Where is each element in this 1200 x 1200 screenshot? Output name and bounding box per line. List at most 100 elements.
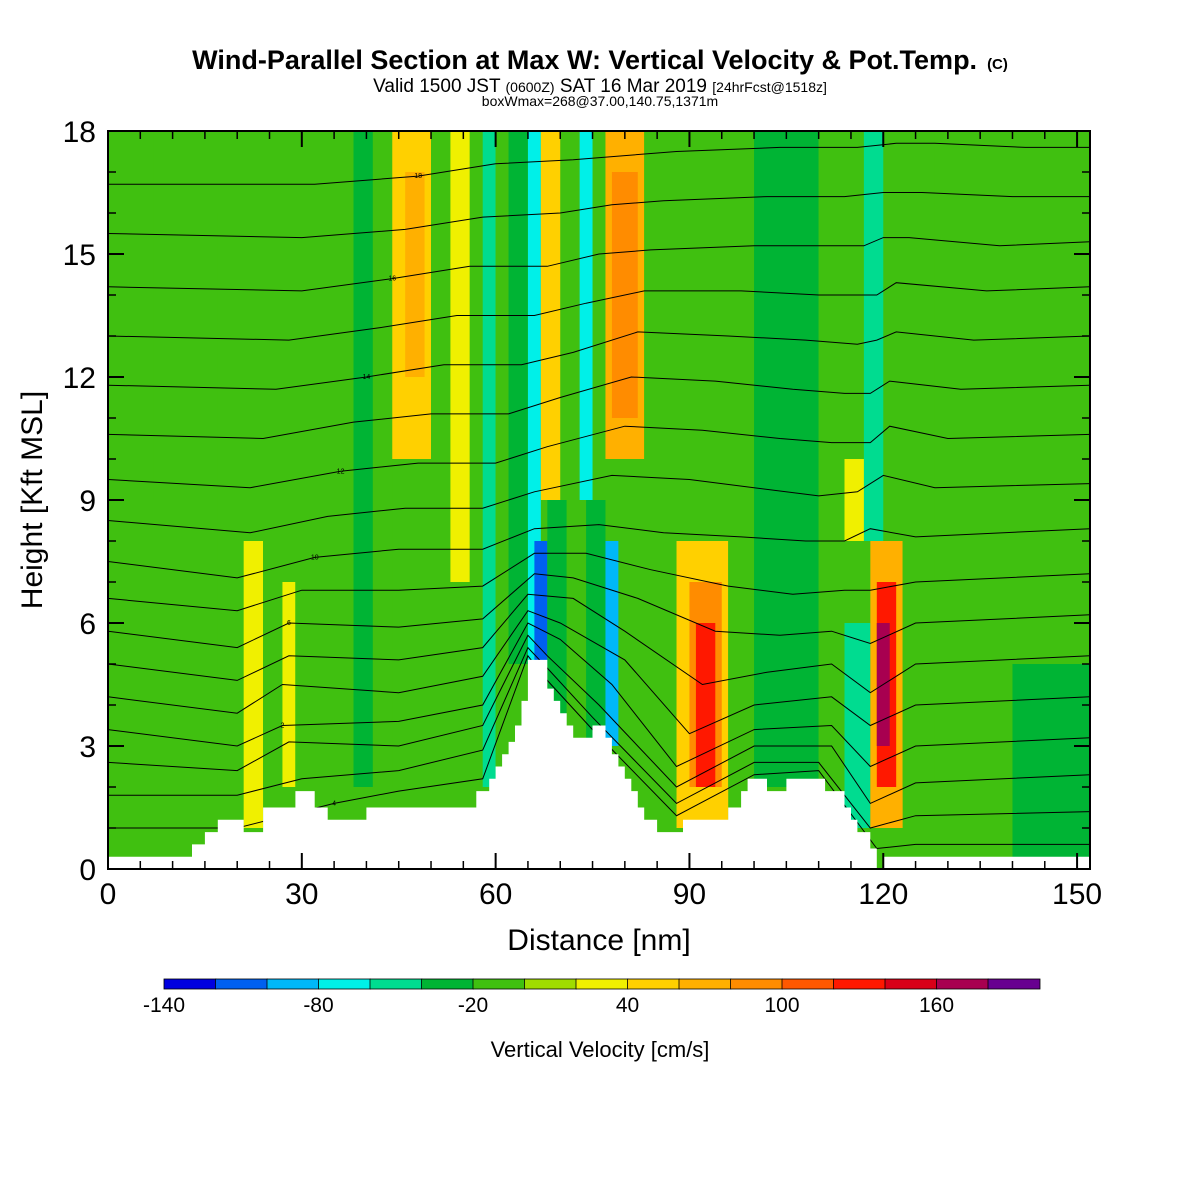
colorbar-swatch — [781, 978, 835, 990]
colorbar: -140 -80 -20 40 100 160 — [143, 978, 1041, 1017]
velocity-cell — [508, 131, 528, 664]
velocity-cell — [844, 623, 871, 828]
colorbar-tick-label: 40 — [616, 994, 639, 1017]
velocity-cell — [482, 131, 496, 787]
colorbar-swatch — [884, 978, 938, 990]
colorbar-tick-label: 100 — [764, 994, 799, 1017]
subtitle-part-2: (0600Z) — [506, 79, 555, 95]
colorbar-swatch — [318, 978, 371, 990]
colorbar-swatch — [936, 978, 989, 990]
isentrope-line — [108, 646, 1090, 829]
velocity-cell — [644, 131, 677, 787]
velocity-cell — [863, 131, 884, 541]
isentrope-line — [108, 192, 1090, 239]
isentrope-line — [108, 474, 1090, 534]
colorbar-swatch — [163, 978, 217, 990]
colorbar-swatch — [215, 978, 268, 990]
colorbar-swatch — [833, 978, 886, 990]
isentrope-label: 16 — [388, 276, 396, 283]
isentrope-line — [108, 282, 1090, 341]
isentrope-label: 18 — [414, 173, 422, 180]
velocity-cell — [540, 131, 561, 500]
chart-subtitle: Valid 1500 JST (0600Z) SAT 16 Mar 2019 [… — [373, 76, 827, 97]
velocity-cell — [450, 131, 470, 582]
x-tick-label: 150 — [1052, 878, 1102, 911]
isentrope-label: 4 — [332, 800, 336, 807]
velocity-cell — [818, 131, 845, 787]
isentrope-line — [108, 524, 1090, 579]
velocity-cell — [153, 131, 218, 787]
chart-title-mark: (C) — [987, 56, 1008, 73]
isentrope-line — [108, 593, 1090, 694]
subtitle-part-1: Valid 1500 JST — [373, 76, 505, 97]
isentrope-label: 2 — [280, 723, 284, 730]
velocity-cell — [372, 131, 393, 787]
colorbar-tick-label: -20 — [458, 994, 488, 1017]
velocity-cell — [405, 172, 425, 377]
colorbar-tick-label: 160 — [919, 994, 954, 1017]
velocity-cell — [217, 213, 244, 828]
isentrope-line — [108, 331, 1090, 390]
colorbar-swatch — [575, 978, 629, 990]
velocity-cell — [586, 500, 606, 746]
x-tick-label: 0 — [100, 878, 117, 911]
isentrope-line — [108, 425, 1090, 489]
subtitle-part-3: SAT 16 Mar 2019 — [555, 76, 713, 97]
colorbar-swatch — [678, 978, 732, 990]
velocity-cell — [534, 541, 548, 664]
isentrope-line — [108, 552, 1090, 612]
colorbar-tick-label: -80 — [303, 994, 333, 1017]
velocity-cell — [754, 131, 819, 787]
y-axis-label: Height [Kft MSL] — [16, 391, 49, 609]
velocity-cell — [469, 131, 483, 787]
velocity-cell — [728, 131, 755, 787]
colorbar-swatch — [369, 978, 423, 990]
isentrope-label: 14 — [363, 374, 371, 381]
velocity-cell — [695, 623, 716, 787]
velocity-cell — [902, 131, 935, 787]
y-axis: 0 3 6 9 12 15 18 — [63, 116, 1090, 887]
y-tick-label: 18 — [63, 116, 96, 149]
colorbar-swatch — [266, 978, 320, 990]
colorbar-label: Vertical Velocity [cm/s] — [491, 1037, 710, 1062]
velocity-cell — [263, 131, 283, 787]
velocity-cell — [579, 131, 593, 500]
velocity-cell — [327, 131, 354, 787]
velocity-cell — [566, 131, 580, 746]
y-tick-label: 9 — [79, 485, 96, 518]
y-tick-label: 0 — [79, 854, 96, 887]
isentrope-line — [108, 610, 1090, 735]
colorbar-swatch — [472, 978, 526, 990]
chart-title: Wind-Parallel Section at Max W: Vertical… — [192, 45, 1008, 75]
y-tick-label: 3 — [79, 731, 96, 764]
velocity-cell — [353, 131, 373, 787]
colorbar-swatch — [421, 978, 474, 990]
x-tick-label: 120 — [858, 878, 908, 911]
isentrope-line — [108, 142, 1090, 185]
velocity-field — [108, 131, 1090, 869]
colorbar-swatch — [987, 978, 1041, 990]
x-tick-label: 90 — [673, 878, 706, 911]
plot-area: 4 2 6 10 12 14 16 18 — [107, 130, 1091, 870]
isentrope-label: 12 — [337, 468, 345, 475]
isentrope-line — [108, 376, 1090, 440]
x-axis-label: Distance [nm] — [507, 924, 690, 957]
isentrope-line — [108, 237, 1090, 292]
chart-title-text: Wind-Parallel Section at Max W: Vertical… — [192, 45, 977, 75]
velocity-cell — [108, 500, 154, 869]
x-axis: 0 30 60 90 120 150 — [100, 131, 1102, 911]
y-tick-label: 12 — [63, 362, 96, 395]
colorbar-tick-label: -140 — [143, 994, 185, 1017]
colorbar-swatch — [524, 978, 577, 990]
velocity-cell — [243, 541, 264, 828]
velocity-cell — [392, 459, 432, 787]
colorbar-swatch — [730, 978, 783, 990]
velocity-cell — [295, 131, 328, 787]
velocity-cell — [1012, 664, 1090, 869]
x-tick-label: 60 — [479, 878, 512, 911]
velocity-cell — [605, 541, 619, 746]
isentrope-label: 10 — [311, 554, 319, 561]
isentrope-line — [108, 634, 1090, 805]
colorbar-swatch — [627, 978, 680, 990]
